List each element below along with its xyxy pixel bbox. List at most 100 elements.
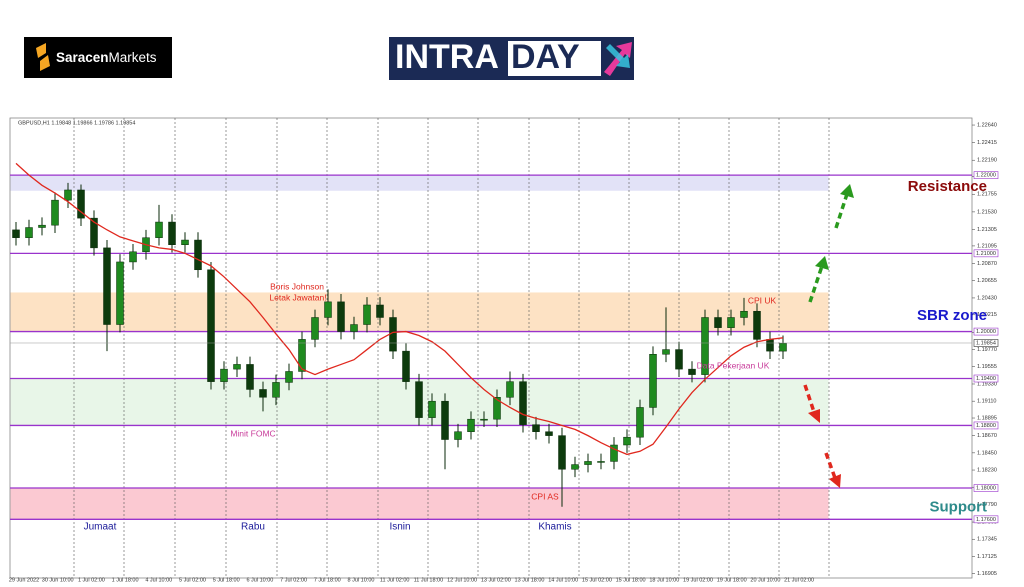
- candle-body: [324, 301, 332, 318]
- day-label: Jumaat: [84, 522, 117, 533]
- arrow-head: [808, 409, 820, 423]
- zone: [10, 175, 829, 191]
- plot: 1.226401.224151.221901.219801.217551.215…: [9, 117, 999, 583]
- candle-body: [38, 224, 46, 228]
- x-tick-label: 11 Jul 02:00: [380, 577, 410, 583]
- zone: [10, 292, 829, 332]
- candle-body: [610, 444, 618, 462]
- y-tick-label: 1.20430: [977, 295, 997, 301]
- candle-body: [571, 464, 579, 470]
- x-tick-label: 7 Jul 02:00: [280, 577, 307, 583]
- candle-body: [207, 269, 215, 382]
- y-tick-label: 1.17345: [977, 537, 997, 543]
- x-tick-label: 18 Jul 10:00: [649, 577, 679, 583]
- level-tag: [973, 515, 999, 524]
- candle-body: [480, 418, 488, 421]
- moving-average: [15, 162, 784, 456]
- y-tick-label: 1.21755: [977, 192, 997, 198]
- y-tick-label: 1.21095: [977, 243, 997, 249]
- candle-body: [701, 317, 709, 375]
- candle-body: [688, 368, 696, 375]
- candle-body: [532, 424, 540, 432]
- candle-body: [493, 397, 501, 420]
- x-tick-label: 4 Jul 10:00: [145, 577, 172, 583]
- x-tick-label: 13 Jul 02:00: [481, 577, 511, 583]
- level-label: 1.18000: [976, 485, 996, 491]
- candle-body: [636, 407, 644, 438]
- candle-body: [454, 431, 462, 440]
- candle-body: [64, 189, 72, 201]
- annotation: Letak Jawatan!: [269, 292, 326, 302]
- arrow-head: [815, 256, 829, 270]
- day-label: Rabu: [241, 522, 265, 533]
- y-tick-label: 1.18895: [977, 415, 997, 421]
- y-tick-label: 1.21530: [977, 209, 997, 215]
- day-label: Khamis: [538, 522, 571, 533]
- current-price-label: 1.19854: [976, 340, 996, 346]
- candle-body: [12, 229, 20, 238]
- candle-body: [298, 339, 306, 372]
- brand-icon: [36, 43, 50, 71]
- candle-body: [558, 435, 566, 470]
- candle-body: [584, 461, 592, 465]
- arrow-head: [829, 474, 841, 488]
- candle-body: [740, 310, 748, 318]
- x-tick-label: 21 Jul 02:00: [784, 577, 814, 583]
- candle-body: [168, 221, 176, 245]
- candle-body: [233, 364, 241, 370]
- annotation: CPI AS: [531, 491, 559, 501]
- candle-body: [103, 247, 111, 325]
- y-tick-label: 1.17790: [977, 502, 997, 508]
- brand-box: [24, 37, 172, 78]
- candle-body: [467, 418, 475, 432]
- level-tag: [973, 249, 999, 258]
- candle-body: [363, 304, 371, 325]
- candle-body: [597, 461, 605, 463]
- y-tick-label: 1.19110: [977, 399, 996, 405]
- candle-body: [25, 227, 33, 238]
- y-tick-label: 1.19330: [977, 381, 997, 387]
- candle-body: [350, 324, 358, 332]
- y-tick-label: 1.20215: [977, 312, 997, 318]
- candle-body: [519, 381, 527, 425]
- zone: [10, 488, 829, 520]
- arrow-down: [824, 452, 837, 479]
- annotation: CPI UK: [748, 295, 777, 305]
- zone-label: Support: [930, 499, 988, 516]
- x-tick-label: 1 Jul 18:00: [112, 577, 139, 583]
- symbol-info: GBPUSD,H1 1.19848 1.19866 1.19786 1.1985…: [18, 120, 135, 126]
- y-tick-label: 1.18450: [977, 450, 997, 456]
- brand-part: Saracen: [56, 50, 109, 65]
- candle-body: [415, 381, 423, 418]
- x-tick-label: 14 Jul 10:00: [548, 577, 578, 583]
- level-label: 1.17600: [976, 517, 996, 523]
- candle-body: [311, 317, 319, 340]
- candle-body: [441, 400, 449, 440]
- x-tick-label: 20 Jul 10:00: [750, 577, 780, 583]
- y-tick-label: 1.22640: [977, 122, 997, 128]
- x-tick-label: 29 Jun 2022: [9, 577, 39, 583]
- x-tick-label: 13 Jul 18:00: [515, 577, 545, 583]
- candle-body: [90, 217, 98, 249]
- x-tick-label: 15 Jul 02:00: [582, 577, 612, 583]
- arrow-up: [834, 193, 849, 229]
- candle-body: [727, 317, 735, 328]
- x-tick-label: 7 Jul 18:00: [314, 577, 341, 583]
- candle-body: [506, 381, 514, 398]
- candle-body: [220, 368, 228, 382]
- candle-body: [272, 382, 280, 398]
- level-label: 1.22000: [976, 173, 996, 179]
- candle-body: [714, 317, 722, 328]
- level-tag: [973, 421, 999, 430]
- y-tick-label: 1.19770: [977, 347, 997, 353]
- candle-body: [753, 310, 761, 340]
- candle-body: [194, 239, 202, 271]
- level-tag: [973, 374, 999, 383]
- y-tick-label: 1.20870: [977, 261, 997, 267]
- candle-body: [675, 349, 683, 370]
- x-tick-label: 5 Jul 18:00: [213, 577, 240, 583]
- level-label: 1.21000: [976, 251, 996, 257]
- y-tick-label: 1.18670: [977, 433, 997, 439]
- candle-body: [51, 199, 59, 226]
